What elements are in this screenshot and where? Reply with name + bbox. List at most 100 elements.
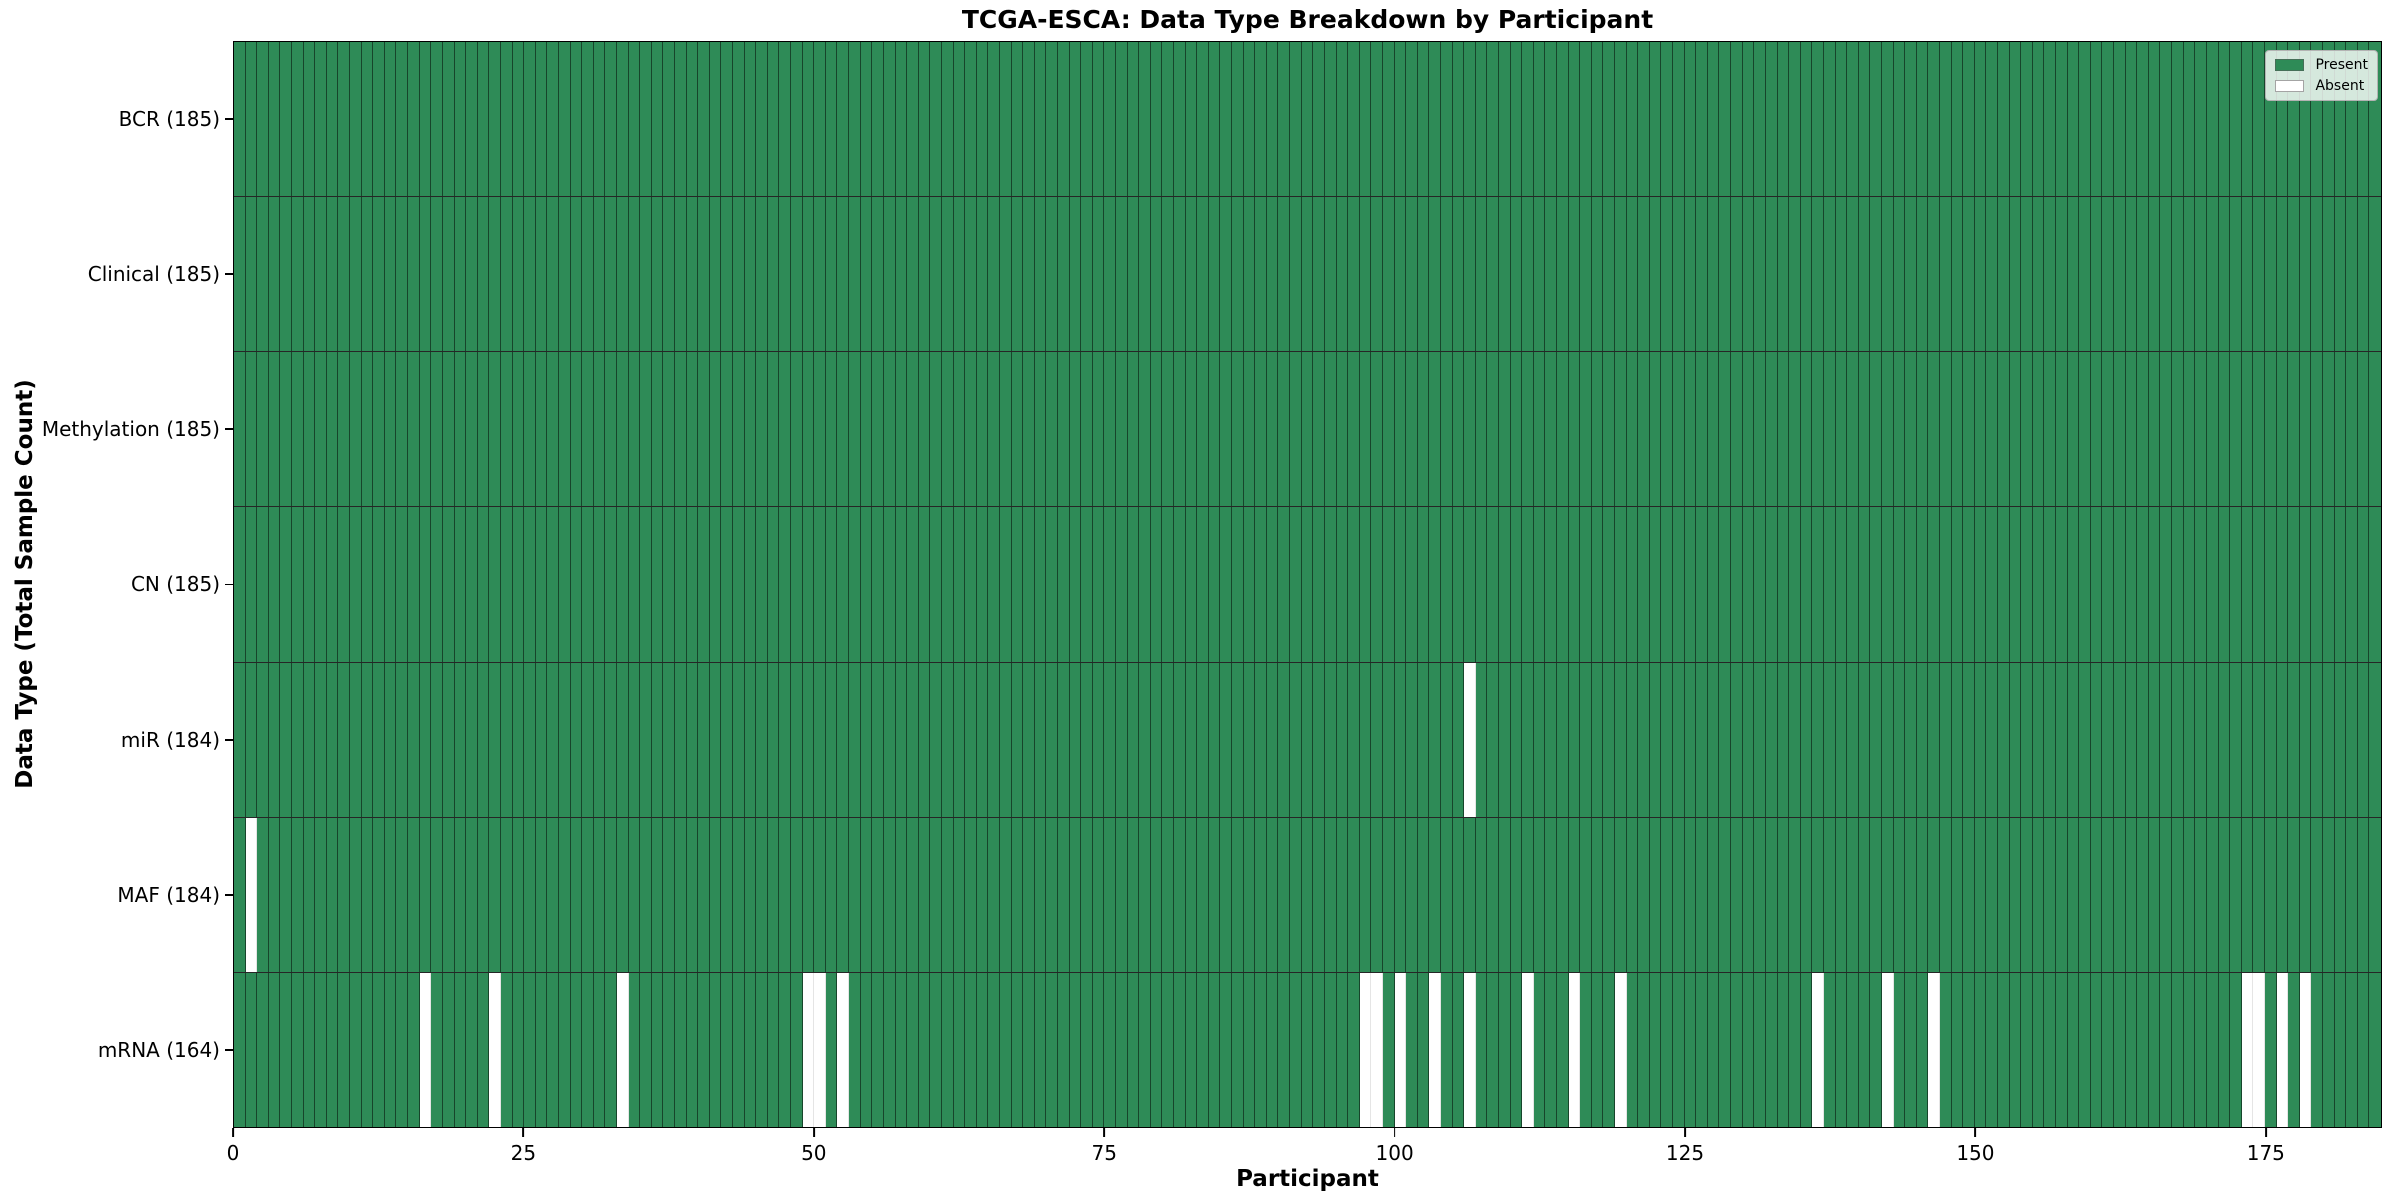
heatmap-cell (1881, 662, 1894, 817)
heatmap-cell (1533, 507, 1546, 662)
heatmap-cell (1487, 662, 1499, 817)
heatmap-cell (1498, 662, 1511, 817)
heatmap-cell (1858, 507, 1871, 662)
heatmap-cell (1615, 42, 1627, 197)
heatmap-cell (1417, 662, 1430, 817)
heatmap-cell (1185, 42, 1198, 197)
heatmap-cell (558, 972, 571, 1127)
heatmap-cell (1626, 662, 1639, 817)
heatmap-cell (1162, 197, 1175, 352)
heatmap-cell (791, 972, 803, 1127)
heatmap-cell (2288, 662, 2300, 817)
heatmap-cell (373, 352, 385, 507)
heatmap-cell (1545, 817, 1558, 972)
heatmap-cell (408, 42, 420, 197)
heatmap-cell (1533, 817, 1546, 972)
heatmap-cell (2044, 972, 2057, 1127)
heatmap-cell (2241, 662, 2254, 817)
heatmap-cell (1510, 42, 1523, 197)
heatmap-cell (1046, 972, 1058, 1127)
heatmap-cell (988, 42, 1000, 197)
heatmap-cell (1684, 662, 1697, 817)
heatmap-cell (2322, 507, 2335, 662)
heatmap-cell (489, 972, 501, 1127)
heatmap-cell (2032, 972, 2045, 1127)
heatmap-cell (2114, 352, 2126, 507)
heatmap-cell (883, 972, 896, 1127)
heatmap-cell (907, 817, 919, 972)
heatmap-cell (1545, 662, 1558, 817)
heatmap-cell (1023, 662, 1035, 817)
heatmap-cell (408, 972, 420, 1127)
heatmap-cell (1661, 662, 1674, 817)
heatmap-cell (1986, 817, 1999, 972)
heatmap-cell (2241, 972, 2254, 1127)
heatmap-cell (849, 352, 861, 507)
heatmap-cell (1394, 662, 1407, 817)
heatmap-cell (292, 42, 304, 197)
heatmap-cell (756, 507, 768, 662)
heatmap-cell (1858, 817, 1871, 972)
heatmap-cell (268, 817, 281, 972)
heatmap-cell (500, 972, 513, 1127)
heatmap-cell (1673, 817, 1685, 972)
heatmap-cell (1905, 817, 1917, 972)
heatmap-cell (1580, 197, 1592, 352)
heatmap-cell (2102, 662, 2115, 817)
heatmap-cell (791, 197, 803, 352)
heatmap-cell (338, 507, 351, 662)
heatmap-cell (1998, 507, 2010, 662)
heatmap-cell (1232, 197, 1244, 352)
heatmap-cell (1127, 42, 1140, 197)
heatmap-cell (1626, 817, 1639, 972)
heatmap-cell (570, 972, 583, 1127)
heatmap-cell (837, 352, 850, 507)
heatmap-cell (2206, 662, 2219, 817)
heatmap-cell (280, 972, 293, 1127)
heatmap-cell (628, 972, 641, 1127)
heatmap-cell (1963, 197, 1975, 352)
heatmap-cell (1011, 197, 1024, 352)
heatmap-cell (1789, 42, 1801, 197)
heatmap-cell (733, 817, 745, 972)
heatmap-cell (1057, 817, 1070, 972)
heatmap-cell (2009, 817, 2022, 972)
heatmap-cell (234, 662, 246, 817)
heatmap-cell (245, 817, 258, 972)
heatmap-cell (582, 507, 594, 662)
heatmap-cell (930, 352, 942, 507)
heatmap-cell (2264, 972, 2277, 1127)
heatmap-cell (2090, 507, 2103, 662)
heatmap-cell (2253, 197, 2265, 352)
heatmap-cell (640, 817, 652, 972)
heatmap-cell (2253, 662, 2265, 817)
heatmap-cell (2195, 662, 2207, 817)
heatmap-cell (1777, 507, 1790, 662)
heatmap-cell (1464, 817, 1476, 972)
heatmap-cell (2183, 197, 2196, 352)
heatmap-cell (1603, 972, 1616, 1127)
heatmap-cell (2195, 197, 2207, 352)
heatmap-cell (2079, 352, 2091, 507)
heatmap-cell (686, 42, 699, 197)
heatmap-cell (2090, 972, 2103, 1127)
heatmap-cell (1034, 817, 1047, 972)
heatmap-cell (1359, 817, 1372, 972)
heatmap-cell (1765, 507, 1778, 662)
heatmap-cell (1893, 972, 1906, 1127)
heatmap-cell (698, 197, 710, 352)
heatmap-cell (709, 352, 722, 507)
heatmap-cell (2160, 662, 2173, 817)
heatmap-cell (326, 972, 339, 1127)
heatmap-cell (2253, 352, 2265, 507)
heatmap-cell (2299, 352, 2312, 507)
heatmap-cell (1464, 352, 1476, 507)
heatmap-cell (489, 507, 501, 662)
heatmap-cell (535, 817, 548, 972)
heatmap-cell (1707, 197, 1720, 352)
heatmap-cell (1034, 662, 1047, 817)
heatmap-cell (1800, 507, 1813, 662)
heatmap-cell (2241, 817, 2254, 972)
heatmap-cell (1220, 42, 1233, 197)
heatmap-cell (2322, 662, 2335, 817)
